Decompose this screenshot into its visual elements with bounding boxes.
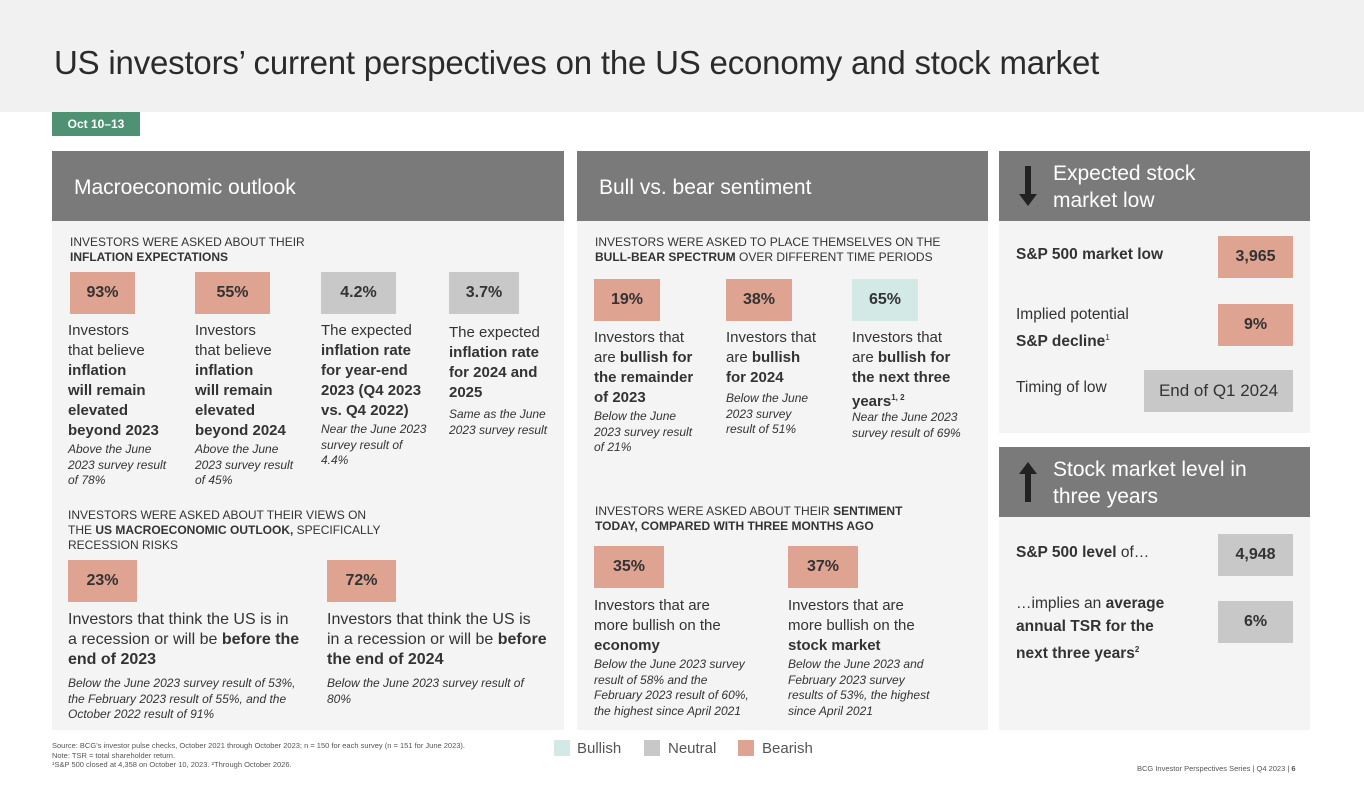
bullish-2024-value: 38% [726,279,792,321]
inflation-rate-2023-value: 4.2% [321,272,396,314]
inflation-question: INVESTORS WERE ASKED ABOUT THEIR INFLATI… [70,235,305,265]
inflation-beyond-2024-value: 55% [195,272,270,314]
bullish-2023-text: Investors that are bullish for the remai… [594,329,694,406]
footer-source: Source: BCG’s investor pulse checks, Oct… [52,741,466,769]
recession-question: INVESTORS WERE ASKED ABOUT THEIR VIEWS O… [68,508,381,552]
bullish-2024-text: Investors that are bullish for 2024 [726,329,817,386]
inflation-rate-2023-note: Near the June 2023 survey result of 4.4% [321,422,427,467]
bull-bear-header: Bull vs. bear sentiment [577,151,988,221]
bull-bear-header-title: Bull vs. bear sentiment [599,176,812,199]
inflation-question-line2: INFLATION EXPECTATIONS [70,250,228,264]
macro-header: Macroeconomic outlook [52,151,564,221]
recession-2023-text: Investors that think the US is in a rece… [68,611,300,668]
bullish-2023-value: 19% [594,279,660,321]
implied-decline-label: Implied potential S&P decline1 [1016,306,1129,351]
sp500-low-label: S&P 500 market low [1016,246,1164,263]
inflation-rate-2024-2025-text: The expected inflation rate for 2024 and 2… [449,324,540,401]
bull-bear-panel: Bull vs. bear sentiment INVESTORS WERE A… [577,151,988,730]
recession-2023-note: Below the June 2023 survey result of 53%… [68,676,296,721]
recession-2023-value: 23% [68,560,137,602]
inflation-rate-2024-2025-note: Same as the June 2023 survey result [449,407,548,437]
title-bar: US investors’ current perspectives on th… [0,0,1364,112]
market-low-header: Expected stock market low [999,151,1310,221]
bullish-2023-note: Below the June 2023 survey result of 21% [594,409,693,454]
bullish-stock-market-text: Investors that are more bullish on the sto… [788,597,915,654]
legend-neutral-label: Neutral [668,740,717,757]
sp500-level-label: S&P 500 level of… [1016,544,1150,561]
implied-decline-value: 9% [1218,304,1293,346]
inflation-beyond-2024-note: Above the June 2023 survey result of 45% [195,442,294,487]
market-level-header: Stock market level in three years [999,447,1310,517]
legend-bearish-label: Bearish [762,740,813,757]
bullish-economy-value: 35% [594,546,664,588]
timing-low-label: Timing of low [1016,379,1107,396]
sentiment-question: INVESTORS WERE ASKED ABOUT THEIR SENTIME… [595,504,903,533]
legend-bullish-label: Bullish [577,740,622,757]
market-level-header-title: Stock market level in three years [1053,458,1247,508]
inflation-beyond-2024-text: Investors that believe inflation will rema… [195,322,286,439]
bullish-three-years-note: Near the June 2023 survey result of 69% [852,410,961,440]
spectrum-question: INVESTORS WERE ASKED TO PLACE THEMSELVES… [595,235,941,264]
arrow-down-icon [1019,166,1037,206]
recession-2024-note: Below the June 2023 survey result of 80% [327,676,524,706]
timing-low-value: End of Q1 2024 [1144,370,1293,412]
annual-tsr-value: 6% [1218,601,1293,643]
inflation-beyond-2023-note: Above the June 2023 survey result of 78% [68,442,167,487]
legend-bearish-swatch [738,740,754,756]
inflation-beyond-2023-value: 93% [70,272,135,314]
inflation-rate-2023-text: The expected inflation rate for year-end 2… [321,322,422,419]
recession-2024-text: Investors that think the US is in a rece… [327,611,547,668]
legend-neutral-swatch [644,740,660,756]
inflation-beyond-2023-text: Investors that believe inflation will rema… [68,322,159,439]
annual-tsr-label: …implies an average annual TSR for the n… [1016,595,1165,663]
market-low-panel: Expected stock market low S&P 500 market … [999,151,1310,433]
date-tag: Oct 10–13 [52,112,140,136]
macro-panel: Macroeconomic outlook INVESTORS WERE ASK… [52,151,564,730]
arrow-up-icon [1019,462,1037,502]
market-level-panel: Stock market level in three years S&P 500… [999,447,1310,730]
recession-2024-value: 72% [327,560,396,602]
sp500-low-value: 3,965 [1218,236,1293,278]
page-title: US investors’ current perspectives on th… [54,44,1100,81]
footer-page-info: BCG Investor Perspectives Series | Q4 20… [1137,764,1296,773]
legend-bullish-swatch [554,740,570,756]
sp500-level-value: 4,948 [1218,534,1293,576]
bullish-economy-note: Below the June 2023 survey result of 58% … [594,657,749,718]
bullish-three-years-text: Investors that are bullish for the next … [852,329,951,410]
bullish-stock-market-note: Below the June 2023 and February 2023 sur… [788,657,930,718]
inflation-question-line1: INVESTORS WERE ASKED ABOUT THEIR [70,235,305,249]
inflation-rate-2024-2025-value: 3.7% [449,272,519,314]
bullish-2024-note: Below the June 2023 survey result of 51% [726,391,809,436]
bullish-stock-market-value: 37% [788,546,858,588]
macro-header-title: Macroeconomic outlook [74,176,296,199]
bullish-economy-text: Investors that are more bullish on the eco… [594,597,721,654]
market-low-header-title: Expected stock market low [1053,162,1196,212]
bullish-three-years-value: 65% [852,279,918,321]
